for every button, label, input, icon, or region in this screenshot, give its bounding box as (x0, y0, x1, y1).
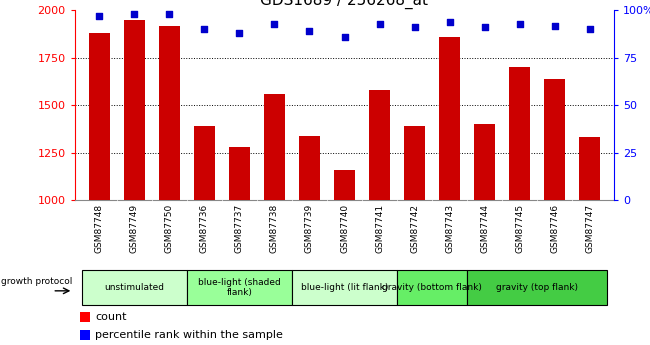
Text: gravity (bottom flank): gravity (bottom flank) (382, 283, 482, 292)
Text: GSM87739: GSM87739 (305, 204, 314, 253)
Bar (474, 124, 495, 200)
Point (94, 13, 105, 19)
Point (584, 27, 595, 32)
Text: GSM87740: GSM87740 (340, 204, 349, 253)
Point (514, 21, 525, 27)
Text: GSM87746: GSM87746 (550, 204, 559, 253)
Bar (124, 20, 145, 200)
Text: growth protocol: growth protocol (1, 277, 73, 286)
Text: GSM87744: GSM87744 (480, 204, 489, 253)
Bar (369, 90, 390, 200)
Text: percentile rank within the sample: percentile rank within the sample (96, 330, 283, 340)
Bar (404, 126, 425, 200)
Bar (89, 33, 110, 200)
Text: count: count (96, 312, 127, 322)
Text: GSM87750: GSM87750 (165, 204, 174, 253)
Bar (82, 270, 187, 305)
Point (304, 29, 315, 34)
Point (234, 30, 244, 36)
Point (129, 11, 140, 17)
Point (374, 21, 385, 27)
Point (269, 21, 280, 27)
Bar (80, 312, 90, 322)
Point (480, 25, 490, 30)
Text: blue-light (lit flank): blue-light (lit flank) (301, 283, 388, 292)
Text: unstimulated: unstimulated (104, 283, 164, 292)
Bar (299, 136, 320, 200)
Point (410, 25, 420, 30)
Bar (264, 94, 285, 200)
Bar (397, 270, 467, 305)
Text: blue-light (shaded
flank): blue-light (shaded flank) (198, 277, 281, 297)
Bar (80, 330, 90, 341)
Text: GSM87745: GSM87745 (515, 204, 524, 253)
Point (445, 19, 455, 24)
Text: GSM87749: GSM87749 (130, 204, 139, 253)
Point (164, 11, 175, 17)
Text: GSM87748: GSM87748 (95, 204, 104, 253)
Bar (509, 67, 530, 200)
Text: GSM87738: GSM87738 (270, 204, 279, 253)
Bar (229, 147, 250, 200)
Title: GDS1689 / 256268_at: GDS1689 / 256268_at (261, 0, 428, 9)
Bar (159, 26, 180, 200)
Bar (439, 37, 460, 200)
Text: GSM87736: GSM87736 (200, 204, 209, 253)
Bar (579, 138, 600, 200)
Text: gravity (top flank): gravity (top flank) (496, 283, 578, 292)
Text: GSM87743: GSM87743 (445, 204, 454, 253)
Bar (187, 270, 292, 305)
Text: GSM87737: GSM87737 (235, 204, 244, 253)
Bar (467, 270, 607, 305)
Point (549, 23, 560, 28)
Bar (194, 126, 215, 200)
Text: GSM87747: GSM87747 (585, 204, 594, 253)
Bar (544, 79, 566, 200)
Bar (292, 270, 397, 305)
Text: GSM87742: GSM87742 (410, 204, 419, 253)
Point (339, 34, 350, 40)
Point (199, 27, 209, 32)
Bar (334, 170, 355, 200)
Text: GSM87741: GSM87741 (375, 204, 384, 253)
